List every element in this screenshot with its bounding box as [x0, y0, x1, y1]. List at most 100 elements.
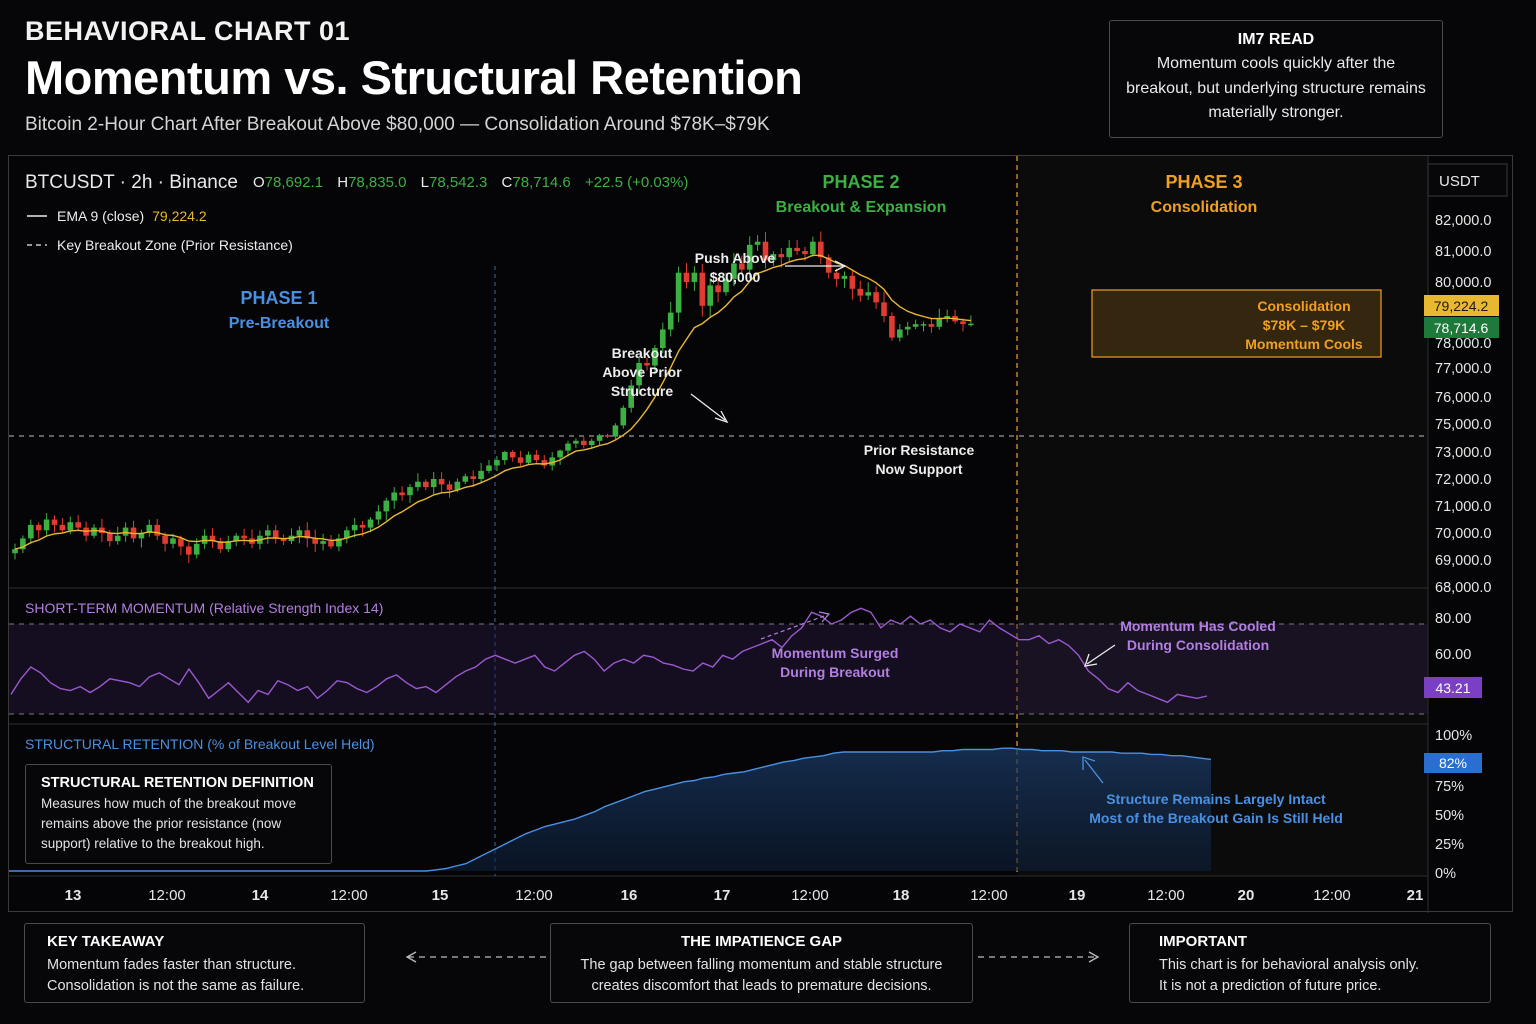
candle-body [596, 435, 603, 441]
candle-body [667, 312, 674, 330]
candle [549, 451, 555, 471]
candle-body [502, 452, 508, 461]
candle-body [51, 519, 58, 525]
candle-body [225, 541, 232, 550]
chart-frame: BTCUSDT · 2h · Binance O78,692.1 H78,835… [8, 155, 1513, 913]
candle [114, 526, 121, 545]
rsi-badge-bg [1424, 677, 1482, 698]
candle [754, 235, 761, 251]
btc-chart-svg: BTCUSDT · 2h · Binance O78,692.1 H78,835… [9, 156, 1508, 913]
gap-line-1: The gap between falling momentum and sta… [580, 957, 943, 973]
candle-body [778, 254, 785, 258]
candle [201, 529, 208, 549]
prior-resistance-annotation: Prior Resistance Now Support [864, 442, 975, 477]
consolidation-rect [1091, 289, 1382, 358]
ema-legend-label: EMA 9 (close) [57, 208, 144, 224]
candle [731, 253, 737, 287]
candle-body [762, 241, 769, 261]
time-tick-label: 12:00 [791, 887, 829, 904]
candle [849, 270, 856, 300]
rsi-panel-title: SHORT-TERM MOMENTUM (Relative Strength I… [25, 600, 383, 616]
candle-body [881, 302, 887, 316]
candle-body [612, 425, 619, 437]
candle [225, 535, 232, 552]
candle-body [470, 476, 476, 479]
time-tick-label: 12:00 [515, 887, 553, 904]
candle [746, 236, 753, 279]
cooled-arrowhead [1084, 653, 1098, 667]
candle-body [715, 285, 721, 293]
candle [304, 522, 311, 548]
candle [920, 321, 927, 332]
candle-body [122, 527, 129, 536]
rsi-tick-label: 80.00 [1435, 611, 1471, 627]
candle-body [486, 465, 492, 471]
candle [739, 255, 745, 276]
push-above-line1: Push Above [695, 250, 776, 266]
candle-body [904, 326, 911, 330]
candle-body [644, 363, 650, 366]
price-tick-label: 76,000.0 [1435, 390, 1491, 406]
candle-body [960, 321, 966, 325]
candle [470, 470, 476, 487]
intact-arrowhead [1082, 756, 1096, 770]
candle-body [557, 450, 563, 458]
candle-body [107, 533, 113, 542]
candle-body [565, 443, 571, 451]
candle-body [517, 457, 524, 463]
candle [881, 291, 887, 323]
time-axis-ticks: 13 12:00 14 12:00 15 12:00 16 17 12:00 18 12:00 19 1… [65, 887, 1424, 904]
time-tick-label: 12:00 [148, 887, 186, 904]
candle-body [478, 470, 484, 479]
definition-heading: STRUCTURAL RETENTION DEFINITION [41, 775, 314, 791]
ohlc-o-value: 78,692.1 [265, 174, 323, 191]
gap-line-2: creates discomfort that leads to prematu… [591, 977, 932, 994]
candle-body [28, 524, 34, 539]
last-price-badge: 78,714.6 [1424, 317, 1499, 338]
cooled-line2: During Consolidation [1127, 637, 1269, 653]
candle-body [731, 263, 737, 279]
candle [186, 542, 192, 563]
cooled-arrow [1086, 644, 1116, 665]
takeaway-line-1: Momentum fades faster than structure. [47, 957, 297, 973]
breakout-line1: Breakout [612, 345, 673, 361]
candle [486, 459, 492, 474]
candle-body [849, 275, 856, 289]
candle [241, 528, 247, 546]
candle [683, 263, 690, 289]
candle [28, 519, 34, 545]
retention-tick-label: 25% [1435, 837, 1464, 853]
candle [573, 438, 579, 449]
retention-panel-title: STRUCTURAL RETENTION (% of Breakout Leve… [25, 736, 375, 752]
candle [620, 405, 627, 429]
candle-body [604, 435, 611, 437]
candle-body [723, 278, 729, 293]
candle-body [494, 460, 500, 466]
time-tick-label: 20 [1238, 887, 1255, 904]
candle-body [312, 538, 318, 544]
structure-intact-annotation: Structure Remains Largely Intact Most of… [1082, 756, 1343, 826]
ticker-symbol: BTCUSDT · 2h · Binance [25, 172, 238, 193]
candle-body [825, 257, 832, 273]
candle [596, 433, 603, 446]
price-tick-label: 81,000.0 [1435, 244, 1491, 260]
definition-line-3: support) relative to the breakout high. [41, 835, 265, 851]
candles-group [12, 231, 974, 563]
candle [604, 433, 611, 438]
candle-body [889, 316, 895, 338]
candle [494, 455, 500, 472]
retention-badge-bg [1424, 753, 1482, 773]
candle [20, 535, 26, 554]
ohlc-o-label: O [253, 174, 265, 191]
candle [723, 272, 729, 296]
currency-box [1427, 163, 1508, 197]
surged-line2: During Breakout [780, 664, 890, 680]
right-dashed-arrow [978, 951, 1100, 963]
candle [43, 513, 50, 536]
candle [525, 451, 532, 465]
candle [833, 268, 840, 288]
retention-tick-label: 0% [1435, 866, 1456, 882]
candle-body [154, 524, 160, 536]
surged-line1: Momentum Surged [772, 645, 899, 661]
time-tick-label: 13 [65, 887, 82, 904]
